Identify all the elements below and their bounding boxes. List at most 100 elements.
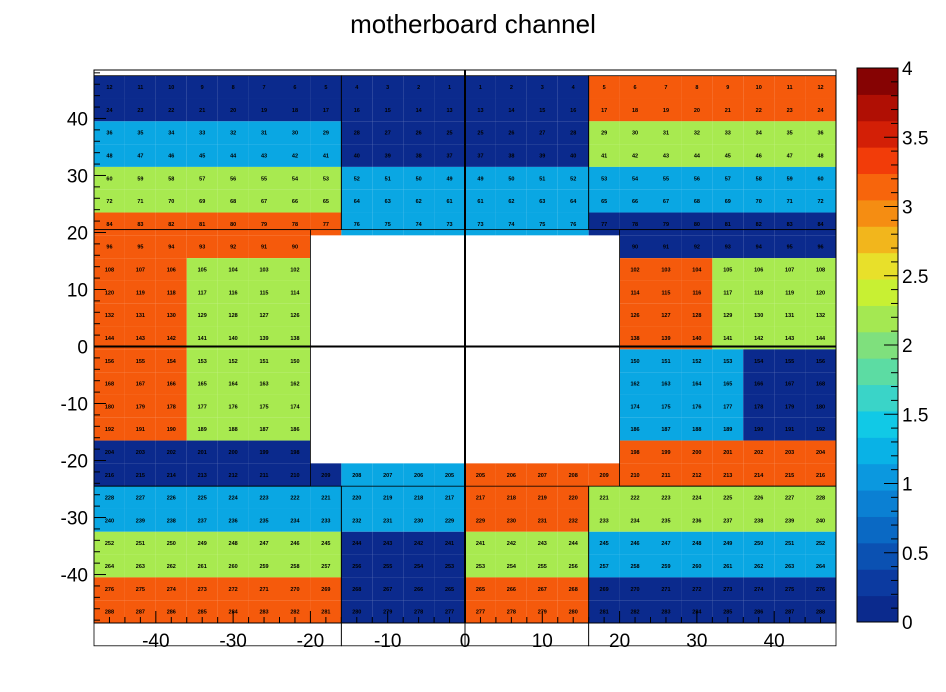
heatmap-cell: [155, 531, 187, 555]
y-tick-label: 30: [67, 166, 88, 187]
cell-label: 275: [785, 587, 794, 593]
heatmap-cell: [248, 440, 280, 464]
heatmap-cell: [310, 189, 342, 213]
cell-label: 57: [725, 176, 731, 182]
heatmap-cell: [217, 189, 249, 213]
cell-label: 174: [290, 404, 300, 410]
cell-label: 3: [541, 85, 544, 91]
cell-label: 128: [229, 313, 238, 319]
heatmap-cell: [94, 508, 125, 532]
cell-label: 176: [229, 404, 238, 410]
cell-label: 250: [167, 541, 176, 547]
heatmap-cell: [186, 121, 218, 145]
heatmap-cell: [681, 577, 713, 601]
heatmap-cell: [465, 600, 496, 623]
heatmap-cell: [248, 577, 280, 601]
cell-label: 250: [754, 541, 763, 547]
cell-label: 178: [167, 404, 176, 410]
cell-label: 268: [352, 587, 361, 593]
cell-label: 223: [661, 496, 670, 502]
cell-label: 252: [105, 541, 114, 547]
heatmap-cell: [557, 189, 589, 213]
cell-label: 208: [569, 473, 578, 479]
heatmap-cell: [403, 554, 435, 578]
heatmap-cell: [743, 121, 775, 145]
cell-label: 18: [632, 108, 638, 114]
heatmap-cell: [526, 508, 558, 532]
heatmap-cell: [186, 417, 218, 441]
cell-label: 226: [167, 496, 176, 502]
heatmap-cell: [712, 303, 744, 327]
cell-label: 168: [105, 382, 114, 388]
heatmap-cell: [743, 235, 775, 259]
cell-label: 130: [167, 313, 176, 319]
cell-label: 142: [167, 336, 176, 342]
cell-label: 21: [199, 108, 205, 114]
heatmap-cell: [495, 486, 527, 509]
heatmap-cell: [434, 600, 465, 623]
cell-label: 233: [321, 518, 330, 524]
heatmap-cell: [341, 463, 373, 487]
heatmap-cell: [279, 258, 311, 281]
heatmap-cell: [434, 98, 465, 122]
cell-label: 231: [383, 518, 392, 524]
cell-label: 50: [416, 176, 422, 182]
heatmap-cell: [712, 577, 744, 601]
cell-label: 27: [385, 131, 391, 137]
heatmap-cell: [805, 600, 836, 623]
cell-label: 237: [198, 518, 207, 524]
cell-label: 243: [538, 541, 547, 547]
cell-label: 39: [385, 154, 391, 160]
heatmap-cell: [310, 463, 342, 487]
cell-label: 217: [476, 496, 485, 502]
cell-label: 246: [290, 541, 299, 547]
heatmap-cell: [155, 486, 187, 509]
heatmap-cell: [403, 463, 435, 487]
heatmap-cell: [279, 98, 311, 122]
colorbar-swatch: [857, 226, 898, 254]
cell-label: 204: [105, 450, 115, 456]
cell-label: 28: [354, 131, 360, 137]
cell-label: 275: [136, 587, 145, 593]
cell-label: 6: [634, 85, 637, 91]
heatmap-cell: [124, 577, 156, 601]
heatmap-cell: [186, 394, 218, 418]
cell-label: 225: [723, 496, 732, 502]
heatmap-cell: [248, 463, 280, 487]
cell-label: 175: [259, 404, 268, 410]
heatmap-cell: [650, 326, 682, 350]
heatmap-cell: [403, 508, 435, 532]
cell-label: 132: [816, 313, 825, 319]
heatmap-cell: [94, 235, 125, 259]
cell-label: 225: [198, 496, 207, 502]
cell-label: 108: [105, 268, 114, 274]
cell-label: 34: [756, 131, 763, 137]
cell-label: 142: [754, 336, 763, 342]
cell-label: 234: [630, 518, 640, 524]
cell-label: 253: [476, 564, 485, 570]
x-tick-label: -10: [374, 631, 401, 652]
heatmap-cell: [495, 508, 527, 532]
cell-label: 48: [106, 154, 112, 160]
heatmap-cell: [341, 577, 373, 601]
heatmap-cell: [279, 463, 311, 487]
heatmap-cell: [310, 577, 342, 601]
heatmap-cell: [557, 166, 589, 190]
heatmap-cell: [588, 577, 620, 601]
heatmap-cell: [248, 166, 280, 190]
cell-label: 203: [785, 450, 794, 456]
heatmap-cell: [588, 75, 620, 99]
heatmap-cell: [248, 189, 280, 213]
cell-label: 36: [106, 131, 112, 137]
cell-label: 191: [785, 427, 794, 433]
heatmap-cell: [712, 417, 744, 441]
cell-label: 276: [816, 587, 825, 593]
cell-label: 68: [230, 199, 236, 205]
cell-label: 37: [446, 154, 452, 160]
heatmap-cell: [124, 280, 156, 304]
cell-label: 81: [725, 222, 731, 228]
cell-label: 180: [816, 404, 825, 410]
heatmap-cell: [774, 372, 806, 395]
x-tick-label: -20: [297, 631, 324, 652]
cell-label: 235: [661, 518, 670, 524]
